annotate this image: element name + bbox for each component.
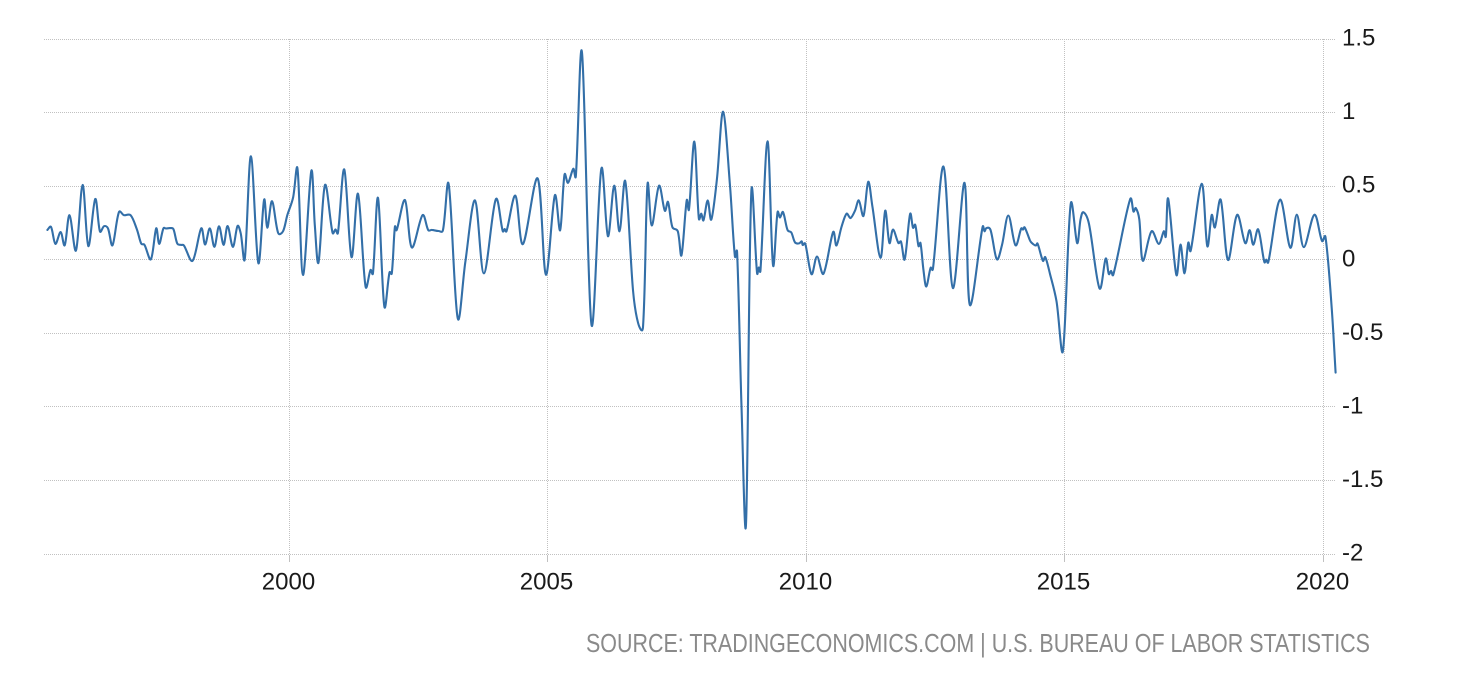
svg-text:-0.5: -0.5: [1342, 319, 1383, 346]
svg-text:1.5: 1.5: [1342, 25, 1375, 52]
svg-text:2005: 2005: [520, 569, 573, 596]
svg-text:2015: 2015: [1037, 569, 1090, 596]
svg-text:-2: -2: [1342, 540, 1363, 567]
svg-text:-1.5: -1.5: [1342, 466, 1383, 493]
svg-text:0.5: 0.5: [1342, 172, 1375, 199]
svg-text:0: 0: [1342, 245, 1355, 272]
svg-text:2020: 2020: [1296, 569, 1349, 596]
svg-text:-1: -1: [1342, 392, 1363, 419]
svg-text:2010: 2010: [779, 569, 832, 596]
svg-text:2000: 2000: [262, 569, 315, 596]
svg-text:SOURCE: TRADINGECONOMICS.COM |: SOURCE: TRADINGECONOMICS.COM | U.S. BURE…: [586, 628, 1370, 658]
svg-text:1: 1: [1342, 98, 1355, 125]
